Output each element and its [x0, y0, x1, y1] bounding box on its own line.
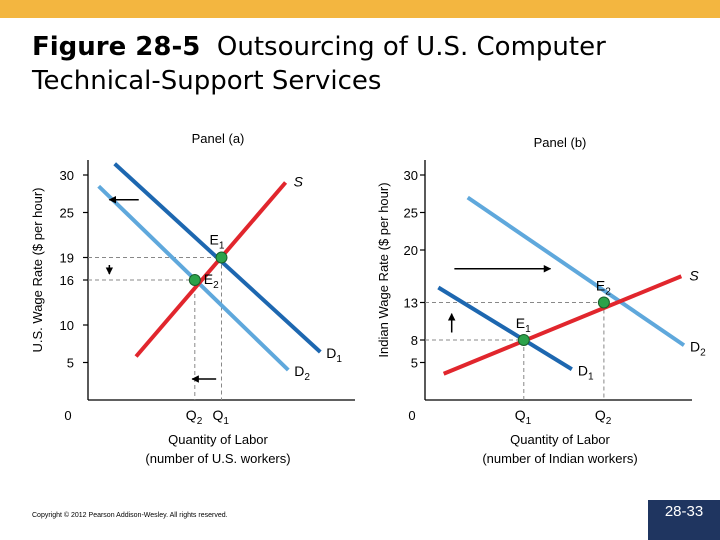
panel-b-equilibrium-label-sub: 2 [605, 287, 611, 298]
panel-b-y-tick-label: 5 [411, 356, 418, 371]
panel-a-x-tick-label: Q2 [186, 407, 203, 427]
panel-b-title: Panel (b) [534, 135, 587, 150]
panel-b-series-label-sub: 2 [700, 347, 706, 358]
panel-a-y-tick-label: 25 [60, 206, 74, 221]
panel-b-y-tick-label: 8 [411, 333, 418, 348]
panel-a-series-label: S [294, 174, 304, 190]
panel-a-supply-line [134, 181, 288, 358]
panel-a-y-tick-label: 19 [60, 251, 74, 266]
figure-title: Outsourcing of U.S. Computer Technical-S… [32, 32, 606, 96]
panel-a-y-tick-label: 5 [67, 356, 74, 371]
panel-b-demand-d1-line [437, 285, 573, 371]
panel-b-equilibrium-point [597, 296, 610, 309]
panel-b-series-label: D1 [578, 362, 594, 382]
panel-a-title: Panel (a) [192, 131, 245, 146]
panel-b-equilibrium-label: E1 [516, 315, 531, 335]
panel-b-series-label-sub: 1 [588, 371, 594, 382]
panel-a-y-axis-label: U.S. Wage Rate ($ per hour) [30, 188, 45, 353]
panel-b-equilibrium-label-main: E [596, 278, 605, 294]
panel-a-y-tick-label: 16 [60, 273, 74, 288]
panel-a-series-label-main: D [294, 363, 304, 379]
panel-a-x-tick-label-sub: 2 [197, 416, 203, 427]
panel-a-equilibrium-label-sub: 1 [219, 241, 225, 252]
panel-b-x-tick-label-sub: 2 [606, 416, 612, 427]
slide-title: Figure 28-5 Outsourcing of U.S. Computer… [32, 30, 712, 98]
panel-b-equilibrium-point [517, 334, 530, 346]
panel-b-equilibrium-label-main: E [516, 315, 525, 331]
panel-a-equilibrium-label-main: E [210, 232, 219, 248]
panel-b-series-label-main: D [578, 362, 588, 378]
panel-b-series-label: D2 [690, 338, 706, 358]
panel-b-equilibrium-label: E2 [596, 278, 611, 298]
panel-a-series-label-sub: 2 [304, 372, 310, 383]
panel-a-x-tick-label-main: Q [186, 407, 197, 423]
panel-b-series-label-main: D [690, 338, 700, 354]
accent-bar [0, 0, 720, 18]
panel-b-demand-d2-line [466, 195, 686, 347]
panel-a-x-tick-label-sub: 1 [223, 416, 229, 427]
panel-a-equilibrium-label-main: E [204, 271, 213, 287]
panel-b-x-tick-label: Q1 [515, 407, 532, 427]
panel-b-y-tick-label: 20 [404, 243, 418, 258]
panel-a-x-tick-label: Q1 [213, 407, 230, 427]
panel-a-equilibrium-label-sub: 2 [213, 280, 219, 291]
panel-b-series-label: S [689, 267, 699, 283]
panel-b-y-tick-label: 13 [404, 296, 418, 311]
panel-b-y-tick-label: 25 [404, 206, 418, 221]
panel-b-x-tick-label-main: Q [595, 407, 606, 423]
panel-a-origin-label: 0 [64, 408, 71, 423]
panel-a-equilibrium-point [215, 251, 228, 264]
panel-a-equilibrium-point [188, 274, 201, 286]
panel-b-y-axis-label: Indian Wage Rate ($ per hour) [376, 182, 391, 357]
panel-a-equilibrium-label: E1 [210, 232, 225, 252]
panel-b-x-tick-label-main: Q [515, 407, 526, 423]
panel-a-series-label-main: D [326, 345, 336, 361]
panel-a-y-tick-label: 10 [60, 318, 74, 333]
panel-a-x-tick-label-main: Q [213, 407, 224, 423]
page-number-badge: 28-33 [648, 500, 720, 540]
panel-b-y-tick-label: 30 [404, 168, 418, 183]
panel-a-equilibrium-label: E2 [204, 271, 219, 291]
panel-b-x-axis-label: Quantity of Labor [510, 432, 610, 447]
panel-b-x-tick-label-sub: 1 [526, 416, 532, 427]
copyright-notice: Copyright © 2012 Pearson Addison-Wesley.… [32, 512, 228, 519]
panel-b-x-axis-sublabel: (number of Indian workers) [482, 451, 637, 466]
panel-a-series-label: D2 [294, 363, 310, 383]
figure-label: Figure 28-5 [32, 32, 201, 62]
panel-b-equilibrium-label-sub: 1 [525, 324, 531, 335]
panel-b-x-tick-label: Q2 [595, 407, 612, 427]
panel-b-supply-line [442, 274, 683, 376]
panel-a-series-label-sub: 1 [336, 354, 342, 365]
panel-a-x-axis-sublabel: (number of U.S. workers) [145, 451, 290, 466]
panel-a-x-axis-label: Quantity of Labor [168, 432, 268, 447]
panel-b-origin-label: 0 [408, 408, 415, 423]
panel-a-chart: Panel (a)U.S. Wage Rate ($ per hour)5101… [30, 131, 355, 466]
panel-b-chart: Panel (b) Indian Wage Rate ($ per hour) 5 8… [376, 135, 706, 466]
panel-a-y-tick-label: 30 [60, 168, 74, 183]
panel-a-series-label: D1 [326, 345, 342, 365]
